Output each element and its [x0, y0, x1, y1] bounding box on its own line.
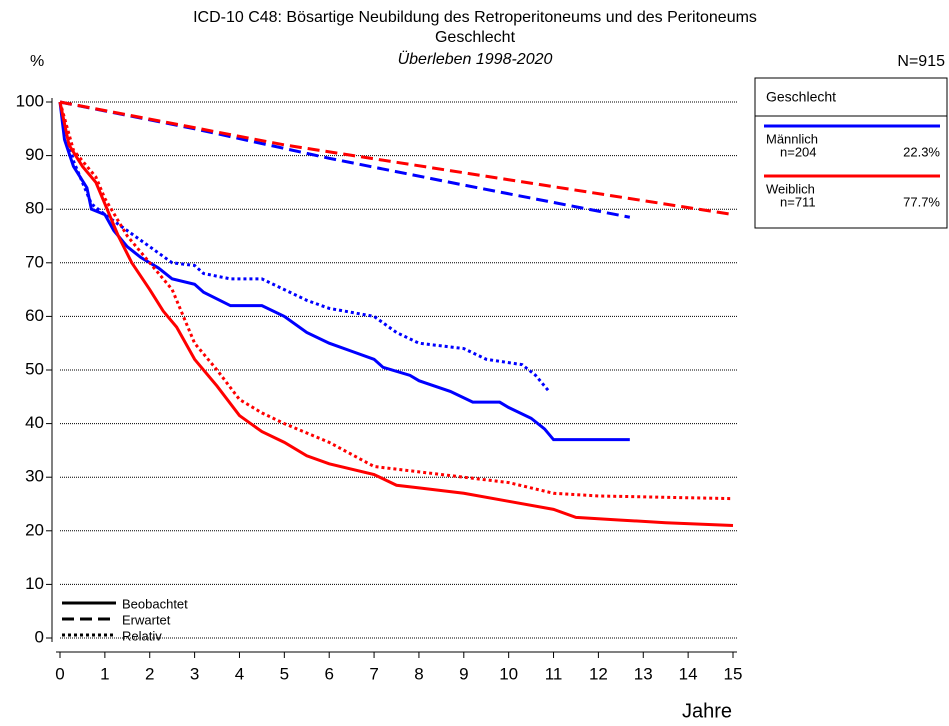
style-label: Relativ [122, 628, 162, 643]
x-tick-label: 6 [324, 664, 333, 683]
survival-line [58, 101, 551, 393]
y-tick-label: 80 [25, 199, 44, 218]
x-tick-label: 13 [634, 664, 653, 683]
y-tick-label: 90 [25, 145, 44, 164]
chart-title: ICD-10 C48: Bösartige Neubildung des Ret… [193, 9, 757, 26]
y-tick-label: 50 [25, 359, 44, 378]
chart-subtitle: Überleben 1998-2020 [398, 50, 553, 68]
x-tick-label: 14 [679, 664, 698, 683]
legend-share: 22.3% [903, 144, 940, 159]
x-tick-label: 1 [100, 664, 109, 683]
survival-line [58, 101, 630, 442]
legend-count: n=204 [780, 144, 817, 159]
x-tick-label: 7 [369, 664, 378, 683]
x-axis-label: Jahre [682, 700, 732, 722]
y-tick-label: 40 [25, 413, 44, 432]
y-tick-label: 70 [25, 252, 44, 271]
legend-label: Männlich [766, 131, 818, 146]
survival-line [58, 101, 734, 527]
y-tick-label: 100 [16, 91, 44, 110]
x-tick-label: 9 [459, 664, 468, 683]
y-tick-label: 10 [25, 574, 44, 593]
style-label: Beobachtet [122, 596, 188, 611]
y-tick-label: 20 [25, 520, 44, 539]
y-tick-label: 60 [25, 306, 44, 325]
y-axis-label: % [30, 53, 44, 70]
x-tick-label: 0 [55, 664, 64, 683]
x-tick-label: 11 [545, 664, 563, 683]
x-tick-label: 12 [589, 664, 608, 683]
x-tick-label: 4 [235, 664, 244, 683]
legend-count: n=711 [780, 194, 816, 209]
x-tick-label: 2 [145, 664, 154, 683]
legend-share: 77.7% [903, 194, 940, 209]
x-tick-label: 10 [499, 664, 518, 683]
x-tick-label: 3 [190, 664, 199, 683]
style-label: Erwartet [122, 612, 171, 627]
n-label: N=915 [897, 53, 945, 70]
legend-label: Weiblich [766, 181, 815, 196]
x-tick-label: 15 [724, 664, 743, 683]
y-tick-label: 30 [25, 467, 44, 486]
x-tick-label: 5 [280, 664, 289, 683]
legend-box [754, 77, 948, 229]
survival-line [59, 100, 631, 219]
survival-line [58, 101, 734, 501]
y-tick-label: 0 [35, 627, 44, 646]
survival-line [59, 100, 734, 217]
legend-title: Geschlecht [766, 89, 836, 105]
x-tick-label: 8 [414, 664, 423, 683]
chart-subtitle: Geschlecht [435, 29, 516, 46]
